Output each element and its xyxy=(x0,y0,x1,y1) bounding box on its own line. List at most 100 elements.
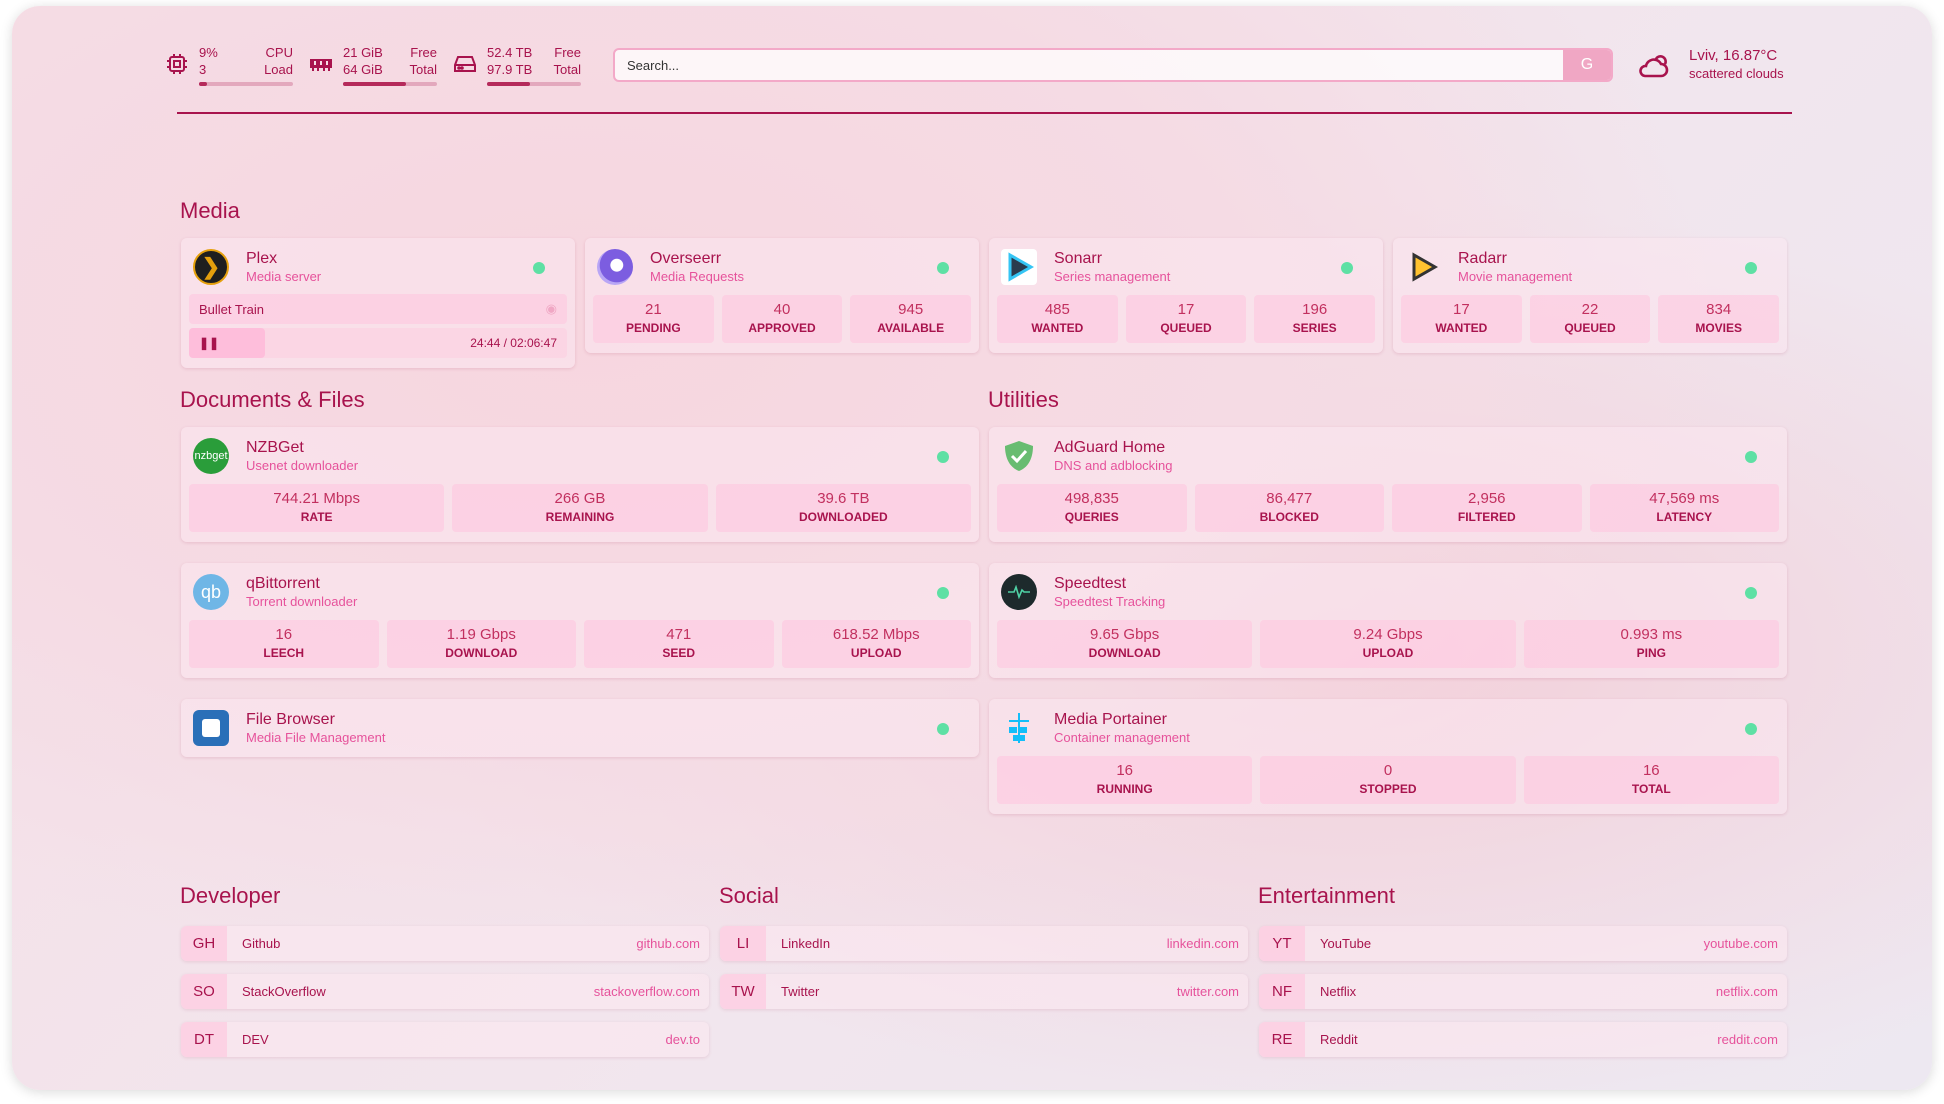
speedtest-icon xyxy=(997,574,1054,610)
now-playing-title: Bullet Train xyxy=(199,301,265,317)
stat-block: 471 SEED xyxy=(584,620,774,668)
service-card-overseerr[interactable]: Overseerr Media Requests 21 PENDING 40 APPRO… xyxy=(585,238,979,353)
service-card-media-portainer[interactable]: Media Portainer Container management 16 RU… xyxy=(989,699,1787,814)
stat-block: 86,477 BLOCKED xyxy=(1194,484,1384,532)
stat-block: 744.21 Mbps RATE xyxy=(189,484,445,532)
stat-block: 16 TOTAL xyxy=(1523,756,1779,804)
stat-block: 196 SERIES xyxy=(1254,295,1376,343)
stat-value: 16 xyxy=(275,626,293,643)
dashboard: 9% CPU 3 Load 21 GiB Free 64 GiB Total 52.4 … xyxy=(12,6,1932,1090)
stat-label: QUERIES xyxy=(1064,510,1119,524)
bookmark-abbr: NF xyxy=(1259,974,1305,1009)
bookmark-netflix[interactable]: NF Netflix netflix.com xyxy=(1259,974,1787,1009)
service-name: Radarr xyxy=(1458,249,1507,267)
service-name: Media Portainer xyxy=(1054,710,1167,728)
stat-label: UPLOAD xyxy=(1362,646,1414,660)
stat-label: REMAINING xyxy=(545,510,615,524)
bookmark-stackoverflow[interactable]: SO StackOverflow stackoverflow.com xyxy=(181,974,709,1009)
section-title-utilities: Utilities xyxy=(988,387,1059,412)
bookmark-github[interactable]: GH Github github.com xyxy=(181,926,709,961)
service-description: Container management xyxy=(1054,729,1190,745)
bookmark-name: DEV xyxy=(242,1032,269,1047)
service-card-nzbget[interactable]: nzbget NZBGet Usenet downloader 744.21 Mb… xyxy=(181,427,979,542)
stat-block: 945 AVAILABLE xyxy=(850,295,972,343)
status-indicator xyxy=(1341,262,1353,274)
stat-value: 618.52 Mbps xyxy=(832,626,920,643)
stat-value: 9.24 Gbps xyxy=(1353,626,1423,643)
stat-block: 17 WANTED xyxy=(1401,295,1522,343)
stat-block: 498,835 QUERIES xyxy=(997,484,1187,532)
bookmark-abbr: YT xyxy=(1259,926,1305,961)
stat-block: 16 LEECH xyxy=(189,620,379,668)
stat-label: AVAILABLE xyxy=(877,321,945,335)
total-label: Total xyxy=(553,62,581,77)
stat-label: PENDING xyxy=(625,321,681,335)
stat-value: 22 xyxy=(1581,301,1599,318)
stat-block: 9.24 Gbps UPLOAD xyxy=(1260,620,1516,668)
service-card-speedtest[interactable]: Speedtest Speedtest Tracking 9.65 Gbps DOW… xyxy=(989,563,1787,678)
radarr-icon xyxy=(1401,249,1458,285)
stat-value: 498,835 xyxy=(1064,490,1119,507)
stat-value: 21 xyxy=(644,301,662,318)
bookmark-url: netflix.com xyxy=(1715,984,1778,999)
free-label: Free xyxy=(554,45,581,60)
service-card-file-browser[interactable]: File Browser Media File Management xyxy=(181,699,979,757)
bookmark-name: Github xyxy=(242,936,281,951)
stat-block: 834 MOVIES xyxy=(1658,295,1780,343)
bookmark-name: StackOverflow xyxy=(242,984,326,999)
service-card-adguard-home[interactable]: AdGuard Home DNS and adblocking 498,835 QU… xyxy=(989,427,1787,542)
section-title-developer: Developer xyxy=(180,883,281,908)
weather-location-temp: Lviv, 16.87°C xyxy=(1689,47,1778,64)
header: 9% CPU 3 Load 21 GiB Free 64 GiB Total 52.4 … xyxy=(165,42,1792,88)
header-divider xyxy=(177,112,1792,114)
pause-button[interactable]: ❚❚ xyxy=(189,328,265,358)
stat-label: RATE xyxy=(300,510,333,524)
service-description: Usenet downloader xyxy=(246,457,359,473)
stat-label: LEECH xyxy=(263,646,305,660)
disk-bar xyxy=(487,82,581,86)
service-card-plex[interactable]: ❯ Plex Media server Bullet Train ◉ ❚❚ 24:44 … xyxy=(181,238,575,368)
sonarr-icon xyxy=(997,249,1054,285)
status-indicator xyxy=(1745,587,1757,599)
bookmark-linkedin[interactable]: LI LinkedIn linkedin.com xyxy=(720,926,1248,961)
service-card-qbittorrent[interactable]: qb qBittorrent Torrent downloader 16 LEECH… xyxy=(181,563,979,678)
bookmark-abbr: SO xyxy=(181,974,227,1009)
bookmark-dev[interactable]: DT DEV dev.to xyxy=(181,1022,709,1057)
stat-value: 485 xyxy=(1044,301,1070,318)
service-name: AdGuard Home xyxy=(1054,438,1166,456)
adguard-icon xyxy=(997,438,1054,474)
memory-total: 64 GiB xyxy=(343,62,383,77)
stat-value: 40 xyxy=(773,301,791,318)
stat-block: 16 RUNNING xyxy=(997,756,1253,804)
service-description: Speedtest Tracking xyxy=(1054,593,1166,609)
stat-label: DOWNLOAD xyxy=(445,646,518,660)
cpu-label: CPU xyxy=(265,45,293,60)
bookmark-youtube[interactable]: YT YouTube youtube.com xyxy=(1259,926,1787,961)
memory-icon xyxy=(310,59,332,71)
google-search-button[interactable]: G xyxy=(1563,50,1611,80)
nzbget-icon: nzbget xyxy=(189,438,246,474)
stat-block: 485 WANTED xyxy=(997,295,1118,343)
stat-value: 1.19 Gbps xyxy=(446,626,516,643)
plex-icon: ❯ xyxy=(189,249,246,285)
bookmark-url: linkedin.com xyxy=(1166,936,1239,951)
cpu-cores: 3 xyxy=(199,62,207,77)
service-card-radarr[interactable]: Radarr Movie management 17 WANTED 22 QUEUED 8… xyxy=(1393,238,1787,353)
bookmark-reddit[interactable]: RE Reddit reddit.com xyxy=(1259,1022,1787,1057)
stats-row: 21 PENDING 40 APPROVED 945 AVAILABLE xyxy=(593,295,972,343)
cloud-sun-icon xyxy=(1639,55,1669,78)
stat-label: UPLOAD xyxy=(850,646,902,660)
stat-label: RUNNING xyxy=(1096,782,1153,796)
search-input[interactable] xyxy=(615,57,1563,73)
service-card-sonarr[interactable]: Sonarr Series management 485 WANTED 17 QUEUE… xyxy=(989,238,1383,353)
status-indicator xyxy=(533,262,545,274)
memory-widget: 21 GiB Free 64 GiB Total xyxy=(309,44,437,86)
developer-links: GH Github github.com SO StackOverflow stackov… xyxy=(181,926,709,1070)
portainer-icon xyxy=(997,710,1054,746)
stat-value: 945 xyxy=(898,301,924,318)
status-indicator xyxy=(937,451,949,463)
stat-value: 196 xyxy=(1302,301,1328,318)
stream-icon: ◉ xyxy=(545,301,557,316)
stat-label: STOPPED xyxy=(1359,782,1417,796)
bookmark-twitter[interactable]: TW Twitter twitter.com xyxy=(720,974,1248,1009)
